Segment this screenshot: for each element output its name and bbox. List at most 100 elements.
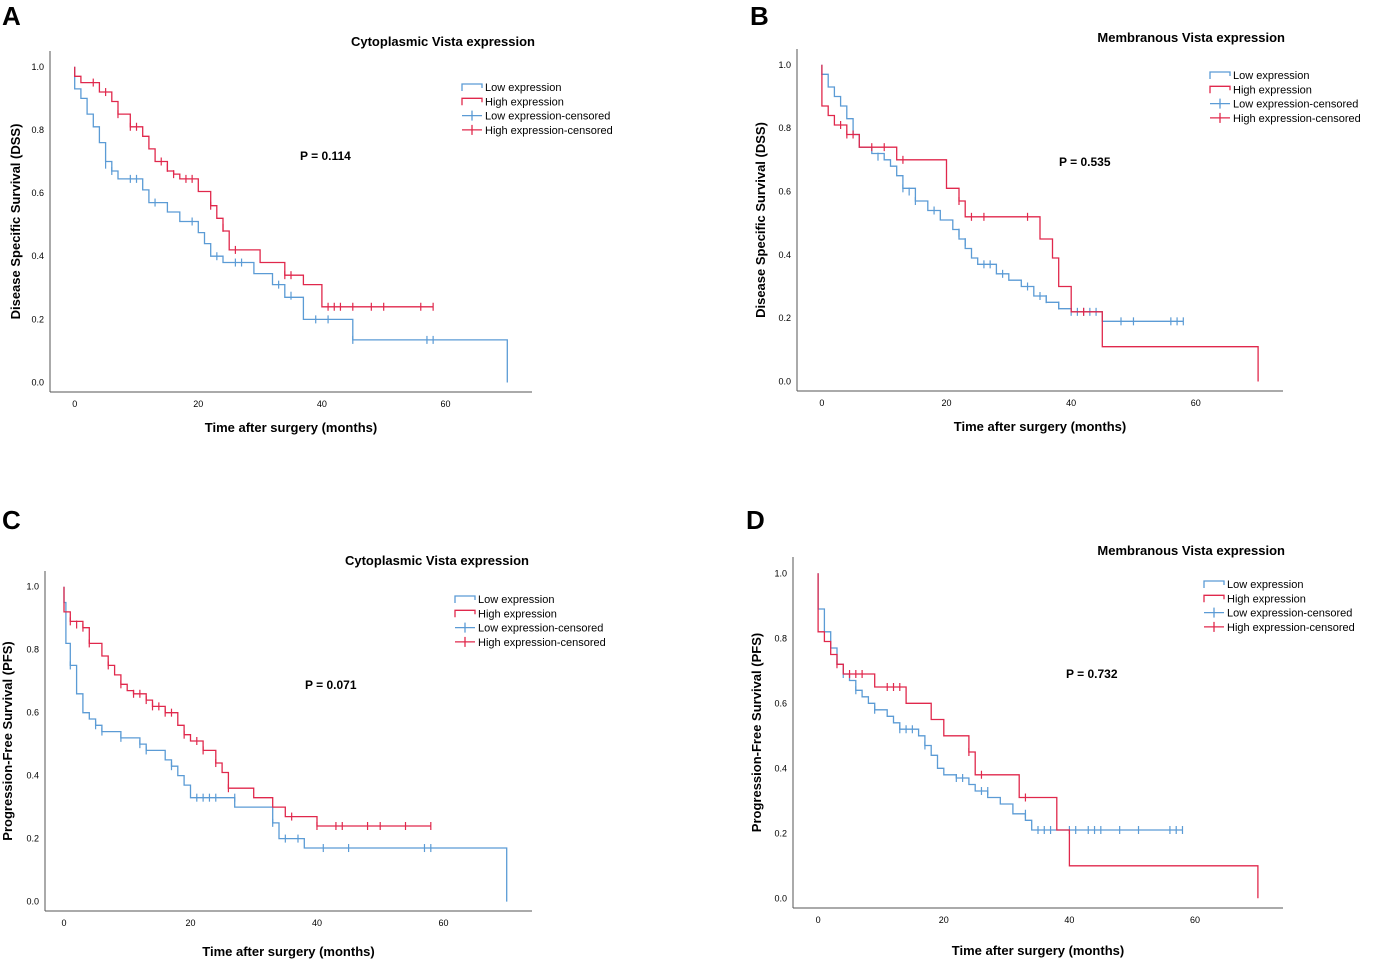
- x-axis-label: Time after surgery (months): [202, 944, 374, 959]
- legend-entry: High expression: [1227, 593, 1306, 605]
- y-axis-label: Disease Specific Survival (DSS): [8, 124, 23, 320]
- legend-entry: High expression: [478, 608, 557, 620]
- y-tick-label: 0.6: [26, 708, 39, 718]
- x-tick-label: 0: [61, 918, 66, 928]
- y-tick-label: 0.4: [26, 771, 39, 781]
- chart-title: Membranous Vista expression: [1097, 543, 1285, 558]
- legend-entry: Low expression: [1227, 579, 1303, 591]
- x-tick-label: 40: [312, 918, 322, 928]
- panel-letter: A: [2, 1, 21, 31]
- panel-letter: C: [2, 505, 21, 535]
- chart-title: Cytoplasmic Vista expression: [345, 553, 529, 568]
- x-axis-label: Time after surgery (months): [954, 419, 1126, 434]
- y-tick-label: 0.8: [26, 645, 39, 655]
- low-expression-series: [821, 64, 1184, 326]
- legend-swatch: [1203, 580, 1225, 588]
- survival-step-line: [817, 573, 1183, 831]
- legend-entry: Low expression: [485, 82, 561, 94]
- low-expression-series: [63, 586, 508, 902]
- legend: Low expression High expression Low express…: [461, 82, 613, 137]
- survival-step-line: [74, 66, 508, 383]
- high-expression-series: [63, 586, 432, 830]
- high-expression-series: [817, 573, 1259, 899]
- low-expression-series: [817, 573, 1184, 834]
- high-expression-series: [821, 64, 1259, 382]
- legend-swatch: [1203, 594, 1225, 603]
- legend-entry: Low expression-censored: [1233, 99, 1358, 111]
- x-tick-label: 0: [816, 915, 821, 925]
- p-value: P = 0.535: [1059, 155, 1111, 169]
- y-tick-label: 0.0: [26, 897, 39, 907]
- legend-entry: High expression: [485, 96, 564, 108]
- legend-entry: High expression: [1233, 84, 1312, 96]
- legend-entry: High expression-censored: [478, 637, 606, 649]
- survival-step-line: [821, 64, 1184, 322]
- panel-d: D Membranous Vista expression 0.0 0.2 0.4 0.6…: [693, 480, 1383, 960]
- km-chart-a: A Cytoplasmic Vista expression 0.0 0.2 0.4 0.…: [2, 1, 613, 435]
- y-tick-label: 0.2: [26, 834, 39, 844]
- x-axis-label: Time after surgery (months): [952, 943, 1124, 958]
- x-tick-label: 40: [1064, 915, 1074, 925]
- x-tick-label: 20: [939, 915, 949, 925]
- y-tick-label: 0.2: [778, 313, 791, 323]
- x-tick-label: 60: [1191, 398, 1201, 408]
- x-tick-label: 60: [440, 399, 450, 409]
- survival-step-line: [63, 586, 431, 827]
- legend-swatch: [454, 609, 476, 618]
- chart-title: Cytoplasmic Vista expression: [351, 34, 535, 49]
- y-tick-label: 0.8: [774, 633, 787, 643]
- km-chart-d: D Membranous Vista expression 0.0 0.2 0.4 0.6…: [746, 505, 1355, 958]
- x-tick-label: 60: [438, 918, 448, 928]
- y-tick-label: 1.0: [778, 60, 791, 70]
- km-chart-b: B Membranous Vista expression 0.0 0.2 0.4 0.6…: [750, 1, 1361, 434]
- legend-swatch: [454, 595, 476, 603]
- p-value: P = 0.071: [305, 678, 357, 692]
- x-tick-label: 40: [317, 399, 327, 409]
- y-tick-label: 0.6: [31, 188, 44, 198]
- panel-a: A Cytoplasmic Vista expression 0.0 0.2 0.4 0.…: [0, 0, 690, 480]
- y-tick-label: 0.0: [774, 893, 787, 903]
- legend-entry: Low expression-censored: [478, 623, 603, 635]
- panel-c: C Cytoplasmic Vista expression 0.0 0.2 0.4 0.…: [0, 480, 690, 960]
- y-tick-label: 0.4: [778, 250, 791, 260]
- y-axis-label: Progression-Free Survival (PFS): [0, 641, 15, 840]
- x-tick-label: 40: [1066, 398, 1076, 408]
- y-tick-label: 0.8: [31, 125, 44, 135]
- y-tick-label: 1.0: [31, 62, 44, 72]
- x-tick-label: 20: [193, 399, 203, 409]
- y-tick-label: 0.2: [31, 314, 44, 324]
- chart-title: Membranous Vista expression: [1097, 30, 1285, 45]
- panel-letter: D: [746, 505, 765, 535]
- x-tick-label: 0: [819, 398, 824, 408]
- y-axis-label: Disease Specific Survival (DSS): [753, 122, 768, 318]
- y-tick-label: 0.0: [778, 377, 791, 387]
- y-tick-label: 0.8: [778, 123, 791, 133]
- low-expression-series: [74, 66, 508, 383]
- legend-swatch: [1209, 85, 1231, 94]
- y-tick-label: 0.4: [774, 763, 787, 773]
- y-tick-label: 0.0: [31, 378, 44, 388]
- legend-entry: High expression-censored: [1227, 622, 1355, 634]
- p-value: P = 0.732: [1066, 667, 1118, 681]
- y-tick-label: 0.6: [774, 698, 787, 708]
- legend-swatch: [461, 97, 483, 106]
- legend: Low expression High expression Low express…: [1203, 579, 1355, 634]
- legend-swatch: [1209, 71, 1231, 79]
- y-tick-label: 1.0: [774, 568, 787, 578]
- y-tick-label: 0.6: [778, 187, 791, 197]
- legend-swatch: [461, 83, 483, 91]
- y-axis-label: Progression-Free Survival (PFS): [749, 633, 764, 832]
- x-tick-label: 20: [942, 398, 952, 408]
- y-tick-label: 0.4: [31, 251, 44, 261]
- legend-entry: Low expression: [1233, 70, 1309, 82]
- survival-step-line: [63, 586, 508, 902]
- legend-entry: High expression-censored: [485, 125, 613, 137]
- y-tick-label: 0.2: [774, 828, 787, 838]
- x-tick-label: 0: [72, 399, 77, 409]
- p-value: P = 0.114: [300, 149, 351, 163]
- panel-letter: B: [750, 1, 769, 31]
- x-tick-label: 20: [185, 918, 195, 928]
- panel-b: B Membranous Vista expression 0.0 0.2 0.4 0.6…: [693, 0, 1383, 480]
- legend-entry: Low expression: [478, 594, 554, 606]
- x-axis-label: Time after surgery (months): [205, 420, 377, 435]
